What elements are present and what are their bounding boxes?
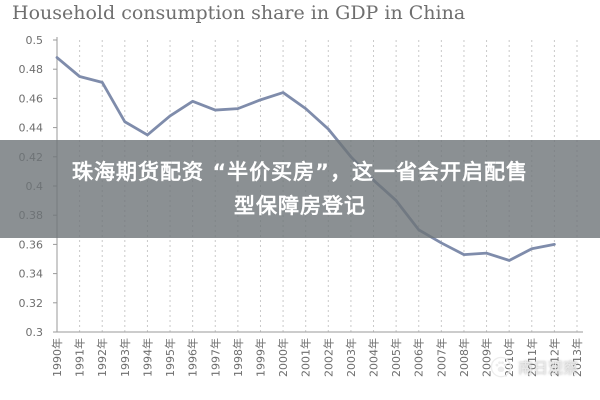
x-tick-label: 2000年 (276, 338, 290, 377)
x-tick-label: 1993年 (118, 338, 132, 377)
data-point (508, 259, 510, 262)
data-point (304, 107, 307, 110)
data-point (463, 253, 465, 256)
x-tick-label: 2011年 (525, 338, 539, 377)
x-tick-label: 1997年 (208, 338, 222, 377)
x-tick-label: 2004年 (367, 338, 381, 377)
y-tick-label: 0.3 (26, 326, 44, 339)
y-tick-label: 0.5 (26, 34, 44, 47)
data-point (56, 56, 58, 59)
x-tick-label: 2007年 (434, 338, 448, 377)
chart-title: Household consumption share in GDP in Ch… (12, 2, 466, 24)
data-point (259, 99, 262, 101)
x-tick-label: 2009年 (480, 338, 494, 377)
y-tick-label: 0.46 (19, 92, 44, 105)
headline-line-1: 珠海期货配资 “半价买房”，这一省会开启配售 (72, 160, 528, 184)
x-tick-label: 2012年 (547, 338, 561, 377)
data-point (101, 81, 104, 84)
y-tick-label: 0.34 (19, 268, 44, 281)
x-tick-label: 2010年 (502, 338, 516, 377)
watermark: 南日观察 (490, 356, 578, 378)
data-point (440, 242, 443, 244)
data-point (282, 91, 284, 94)
x-tick-label: 1994年 (140, 338, 154, 377)
x-tick-label: 1998年 (231, 338, 245, 377)
headline-overlay[interactable]: 珠海期货配资 “半价买房”，这一省会开启配售 型保障房登记 (0, 140, 600, 238)
x-tick-label: 1991年 (73, 338, 87, 377)
x-tick-label: 2008年 (457, 338, 471, 377)
data-point (78, 75, 81, 78)
headline-line-2: 型保障房登记 (234, 194, 366, 218)
data-point (327, 128, 330, 130)
x-tick-label: 2005年 (389, 338, 403, 377)
x-tick-label: 2013年 (570, 338, 584, 377)
x-tick-label: 1995年 (163, 338, 177, 377)
x-tick-label: 1992年 (95, 338, 109, 377)
x-tick-label: 1999年 (253, 338, 267, 377)
data-point (237, 107, 239, 110)
data-point (485, 252, 488, 254)
x-tick-label: 2001年 (299, 338, 313, 377)
x-tick-label: 2003年 (344, 338, 358, 377)
x-tick-label: 1996年 (186, 338, 200, 377)
data-point (553, 243, 556, 246)
data-point (146, 134, 149, 136)
y-tick-label: 0.36 (19, 238, 44, 251)
y-tick-label: 0.44 (19, 122, 44, 135)
y-tick-label: 0.48 (19, 63, 44, 76)
data-point (530, 247, 533, 250)
data-point (191, 100, 194, 103)
x-tick-label: 1990年 (50, 338, 64, 377)
watermark-text: 南日观察 (517, 358, 578, 377)
data-point (214, 109, 217, 111)
x-tick-label: 2006年 (412, 338, 426, 377)
y-tick-label: 0.32 (19, 297, 44, 310)
paw-icon (490, 356, 512, 378)
data-point (169, 115, 171, 117)
x-tick-label: 2002年 (321, 338, 335, 377)
data-point (124, 120, 126, 123)
